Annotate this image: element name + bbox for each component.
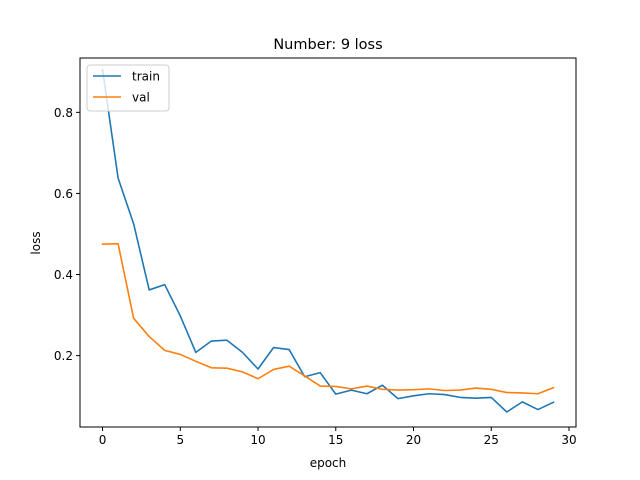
series-line-val bbox=[101, 242, 555, 395]
x-axis-label: epoch bbox=[310, 456, 347, 470]
x-tick-label: 15 bbox=[328, 433, 343, 447]
x-axis: 0 5 10 15 20 25 30 bbox=[99, 427, 577, 447]
y-tick-label: 0.2 bbox=[54, 349, 73, 363]
plot-area bbox=[79, 57, 577, 428]
y-axis-label: loss bbox=[29, 231, 43, 254]
x-tick-label: 25 bbox=[484, 433, 499, 447]
y-axis: 0.2 0.4 0.6 0.8 bbox=[54, 106, 80, 363]
y-tick-label: 0.6 bbox=[54, 187, 73, 201]
x-tick-label: 10 bbox=[250, 433, 265, 447]
y-tick-label: 0.8 bbox=[54, 106, 73, 120]
legend-label-val: val bbox=[132, 91, 150, 105]
x-tick-label: 0 bbox=[99, 433, 107, 447]
series-line-train bbox=[101, 68, 555, 413]
y-tick-label: 0.4 bbox=[54, 268, 73, 282]
x-tick-label: 5 bbox=[176, 433, 184, 447]
x-tick-label: 20 bbox=[406, 433, 421, 447]
chart-title: Number: 9 loss bbox=[273, 37, 382, 53]
legend: train val bbox=[86, 64, 170, 112]
x-tick-label: 30 bbox=[561, 433, 576, 447]
series-lines bbox=[101, 68, 555, 413]
legend-label-train: train bbox=[132, 70, 160, 84]
